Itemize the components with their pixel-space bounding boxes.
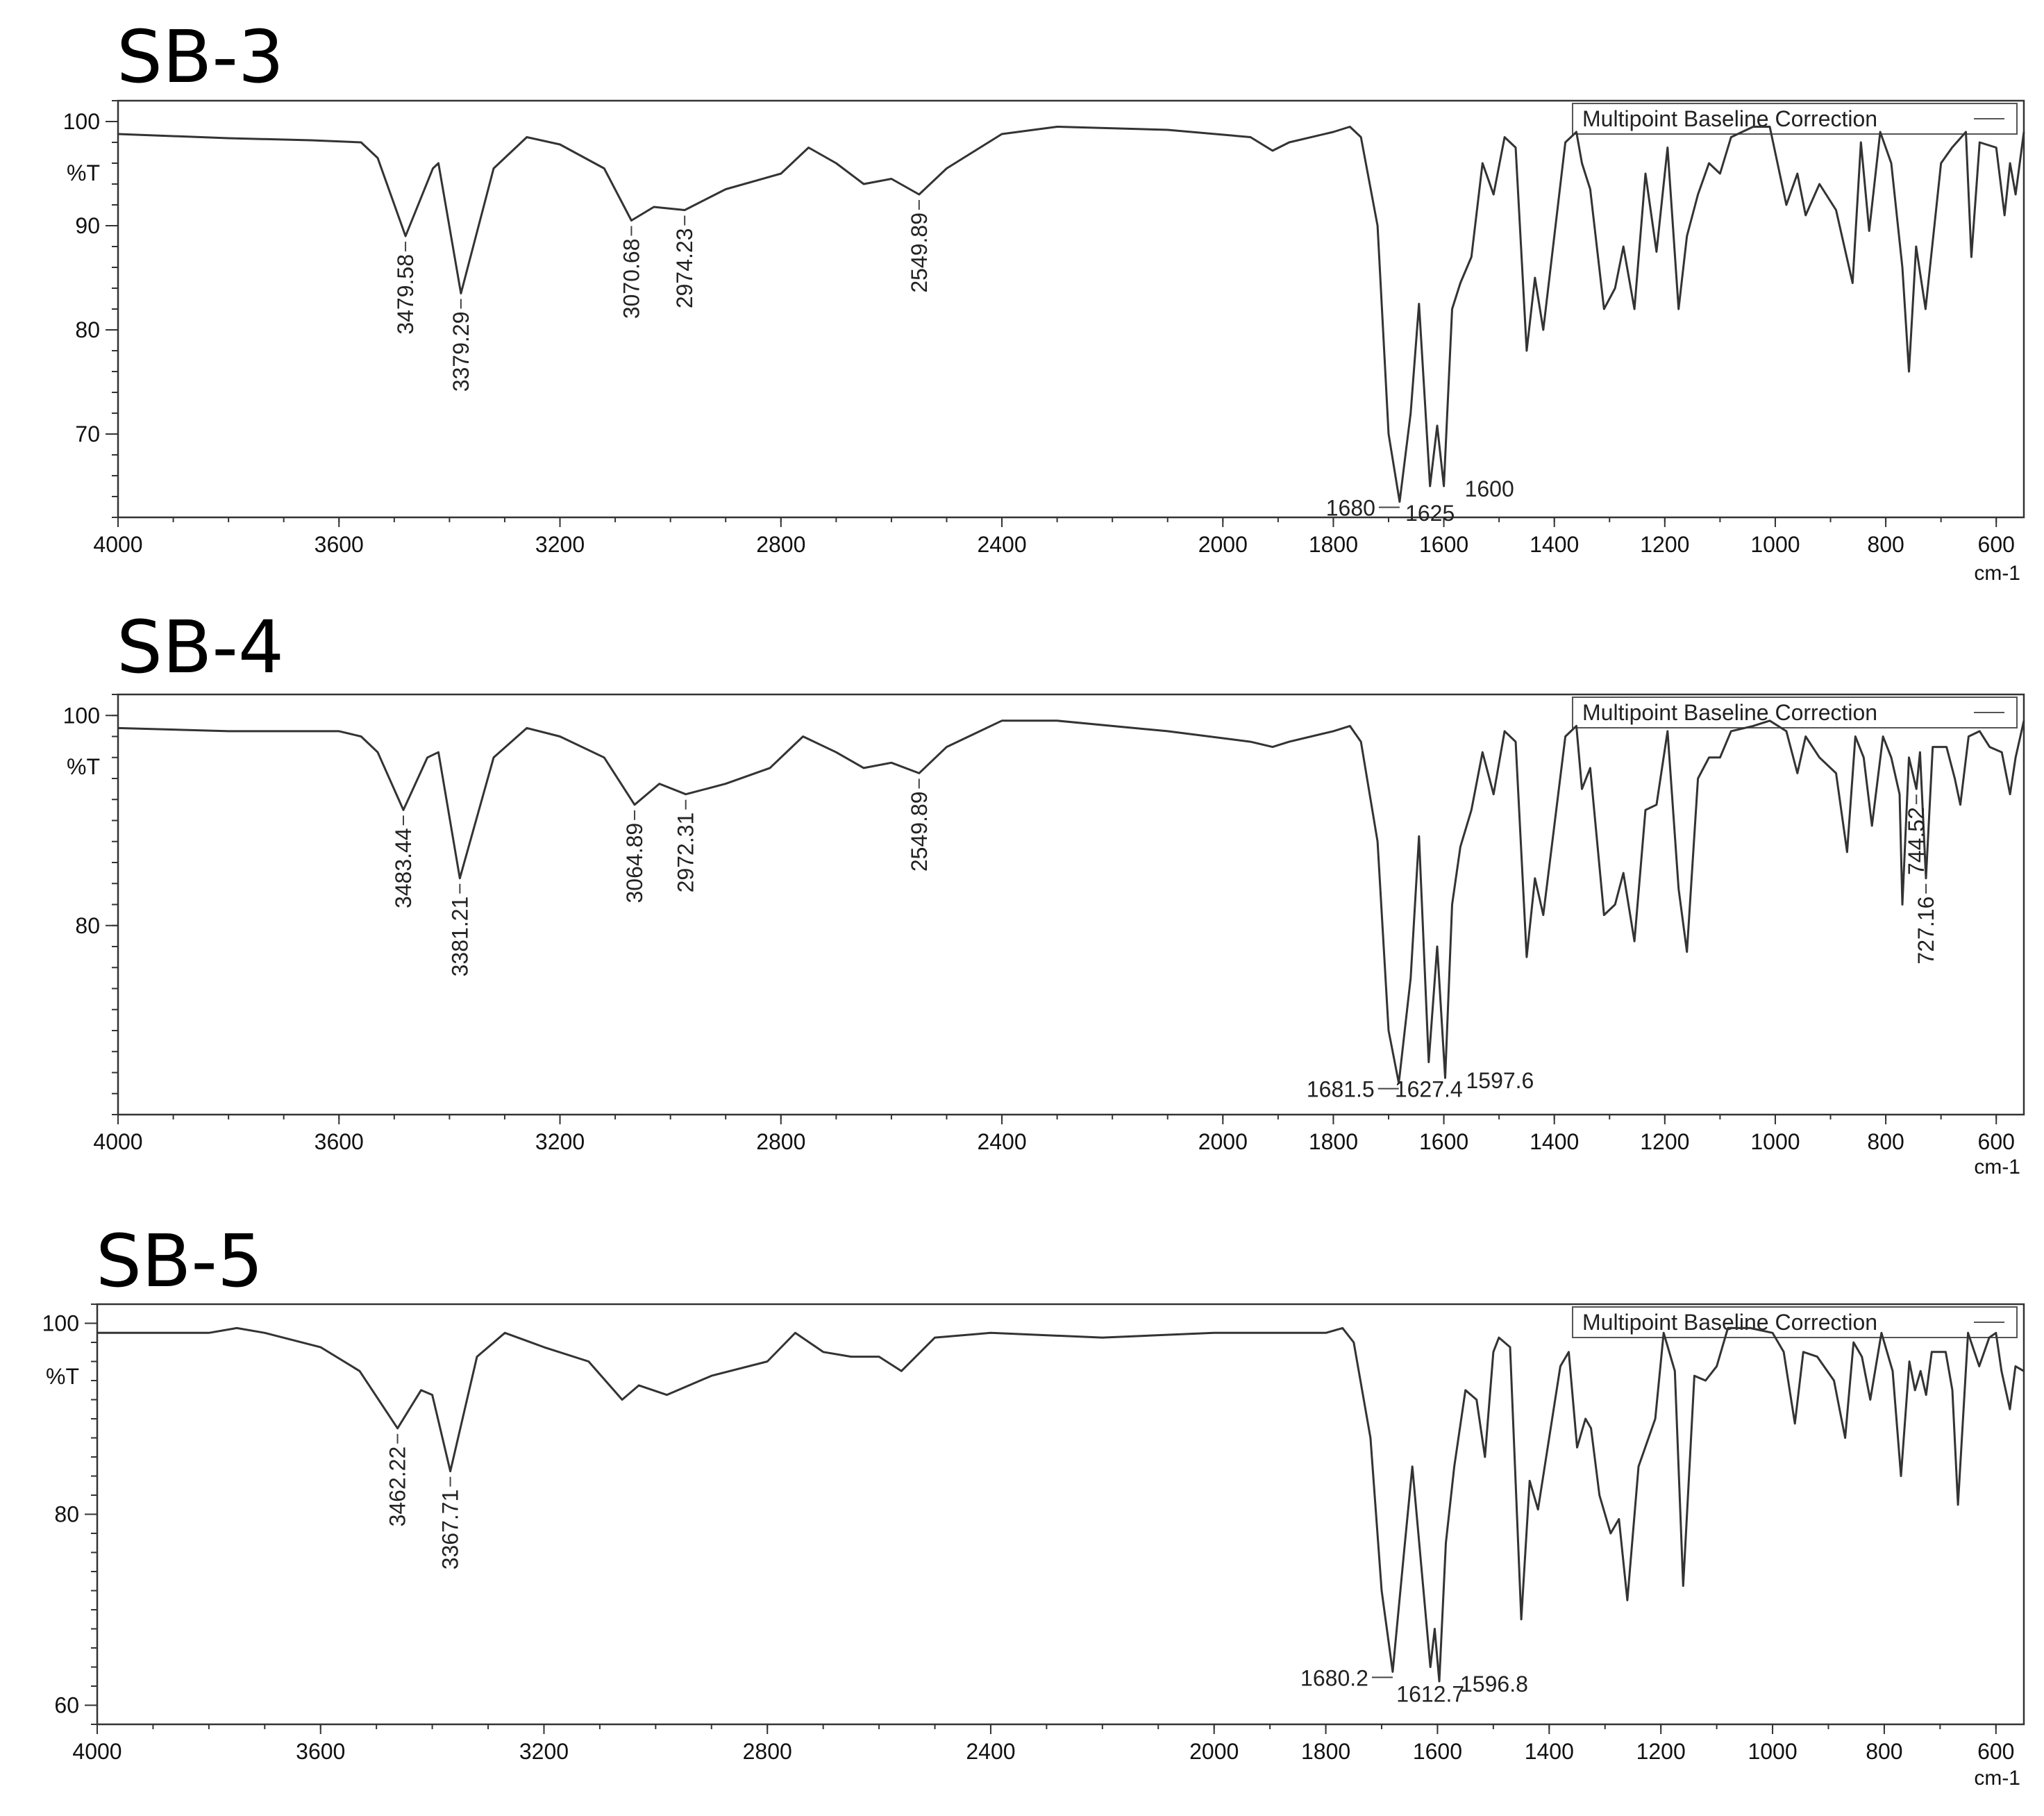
- peak-label: 3462.22: [385, 1447, 410, 1527]
- x-tick-label: 1000: [1750, 532, 1800, 557]
- y-axis-label: %T: [67, 754, 100, 779]
- peak-label: 2549.89: [907, 213, 932, 293]
- x-axis-unit: cm-1: [1974, 1156, 2020, 1178]
- peak-label: 2974.23: [672, 228, 697, 309]
- x-tick-label: 1000: [1748, 1739, 1797, 1764]
- x-tick-label: 600: [1977, 1739, 2014, 1764]
- x-tick-label: 4000: [93, 532, 142, 557]
- panel-title: SB-3: [117, 15, 284, 99]
- x-tick-label: 3600: [315, 1129, 364, 1154]
- x-tick-label: 2000: [1198, 1129, 1248, 1154]
- peak-label: 3064.89: [622, 823, 647, 903]
- legend-label: Multipoint Baseline Correction: [1582, 1310, 1877, 1335]
- panel-title: SB-4: [117, 605, 284, 690]
- x-tick-label: 600: [1978, 532, 2015, 557]
- peak-label: 2549.89: [907, 791, 932, 872]
- x-tick-label: 1000: [1750, 1129, 1800, 1154]
- spectrum-line: [117, 719, 2025, 1085]
- peak-label: 3367.71: [438, 1490, 463, 1570]
- x-tick-label: 1200: [1636, 1739, 1686, 1764]
- x-tick-label: 1800: [1309, 1129, 1358, 1154]
- y-tick-label: 100: [63, 109, 100, 134]
- x-tick-label: 800: [1866, 1739, 1902, 1764]
- y-tick-label: 80: [75, 913, 100, 938]
- y-tick-label: 60: [54, 1693, 79, 1718]
- x-tick-label: 3600: [296, 1739, 345, 1764]
- x-tick-label: 2400: [977, 532, 1026, 557]
- peak-label: 3379.29: [449, 312, 474, 392]
- x-tick-label: 1400: [1525, 1739, 1574, 1764]
- y-tick-label: 90: [75, 213, 100, 238]
- y-tick-label: 100: [42, 1311, 79, 1336]
- x-tick-label: 2800: [756, 532, 805, 557]
- x-tick-label: 1800: [1301, 1739, 1350, 1764]
- x-tick-label: 3600: [315, 532, 364, 557]
- panel-title: SB-5: [96, 1219, 263, 1303]
- peak-label: 1596.8: [1460, 1672, 1528, 1697]
- legend-label: Multipoint Baseline Correction: [1582, 106, 1877, 131]
- peak-label: 1680: [1326, 496, 1375, 521]
- peak-label: 1681.5: [1307, 1077, 1375, 1102]
- peak-label: 3479.58: [393, 254, 418, 335]
- x-tick-label: 800: [1867, 1129, 1904, 1154]
- spectrum-line: [97, 1326, 2025, 1683]
- x-tick-label: 2000: [1198, 532, 1248, 557]
- spectrum-panel: SB-5 4000 3600 3200 2800 2400 2000 1800 1600 1400…: [42, 1219, 2025, 1790]
- x-tick-label: 1600: [1419, 1129, 1468, 1154]
- peak-label: 727.16: [1913, 897, 1938, 965]
- x-tick-label: 2400: [966, 1739, 1015, 1764]
- spectrum-line: [117, 126, 2025, 503]
- y-tick-label: 100: [63, 703, 100, 728]
- x-tick-label: 600: [1978, 1129, 2015, 1154]
- peak-label: 744.52: [1904, 807, 1929, 875]
- peak-label: 1600: [1465, 476, 1514, 501]
- x-tick-label: 3200: [535, 532, 585, 557]
- x-tick-label: 3200: [535, 1129, 585, 1154]
- y-axis-label: %T: [67, 160, 100, 185]
- x-tick-label: 2400: [977, 1129, 1026, 1154]
- x-tick-label: 1800: [1309, 532, 1358, 557]
- x-tick-label: 1200: [1640, 532, 1689, 557]
- x-tick-label: 1400: [1530, 532, 1579, 557]
- y-axis-label: %T: [46, 1364, 79, 1389]
- x-tick-label: 2800: [756, 1129, 805, 1154]
- spectrum-panel: SB-4 4000 3600 3200 2800 2400 2000 1800 1600 1400…: [63, 605, 2025, 1178]
- peak-label: 1680.2: [1300, 1665, 1368, 1690]
- x-axis-unit: cm-1: [1974, 1767, 2020, 1790]
- legend-box: [1572, 1306, 2018, 1338]
- x-tick-label: 3200: [519, 1739, 569, 1764]
- legend-box: [1572, 697, 2018, 728]
- y-tick-label: 70: [75, 422, 100, 447]
- peak-label: 1625: [1405, 501, 1455, 526]
- x-tick-label: 1600: [1413, 1739, 1462, 1764]
- x-tick-label: 800: [1867, 532, 1904, 557]
- peak-label: 1597.6: [1466, 1068, 1534, 1093]
- x-tick-label: 2800: [743, 1739, 792, 1764]
- x-tick-label: 4000: [93, 1129, 142, 1154]
- x-tick-label: 1600: [1419, 532, 1468, 557]
- y-tick-label: 80: [75, 317, 100, 342]
- peak-label: 2972.31: [673, 813, 698, 893]
- spectrum-panel: SB-3 4000 3600 3200 2800 2400 2000 1800 1600 1400…: [63, 15, 2025, 585]
- peak-label: 3483.44: [391, 828, 416, 908]
- x-tick-label: 1200: [1640, 1129, 1689, 1154]
- peak-label: 3070.68: [619, 239, 644, 319]
- x-tick-label: 1400: [1530, 1129, 1579, 1154]
- peak-label: 1627.4: [1395, 1076, 1463, 1101]
- x-tick-label: 2000: [1189, 1739, 1239, 1764]
- legend-label: Multipoint Baseline Correction: [1582, 700, 1877, 725]
- legend-box: [1572, 103, 2018, 135]
- y-tick-label: 80: [54, 1502, 79, 1527]
- x-tick-label: 4000: [72, 1739, 122, 1764]
- x-axis-unit: cm-1: [1974, 562, 2020, 585]
- peak-label: 1612.7: [1396, 1682, 1464, 1707]
- peak-label: 3381.21: [447, 897, 472, 977]
